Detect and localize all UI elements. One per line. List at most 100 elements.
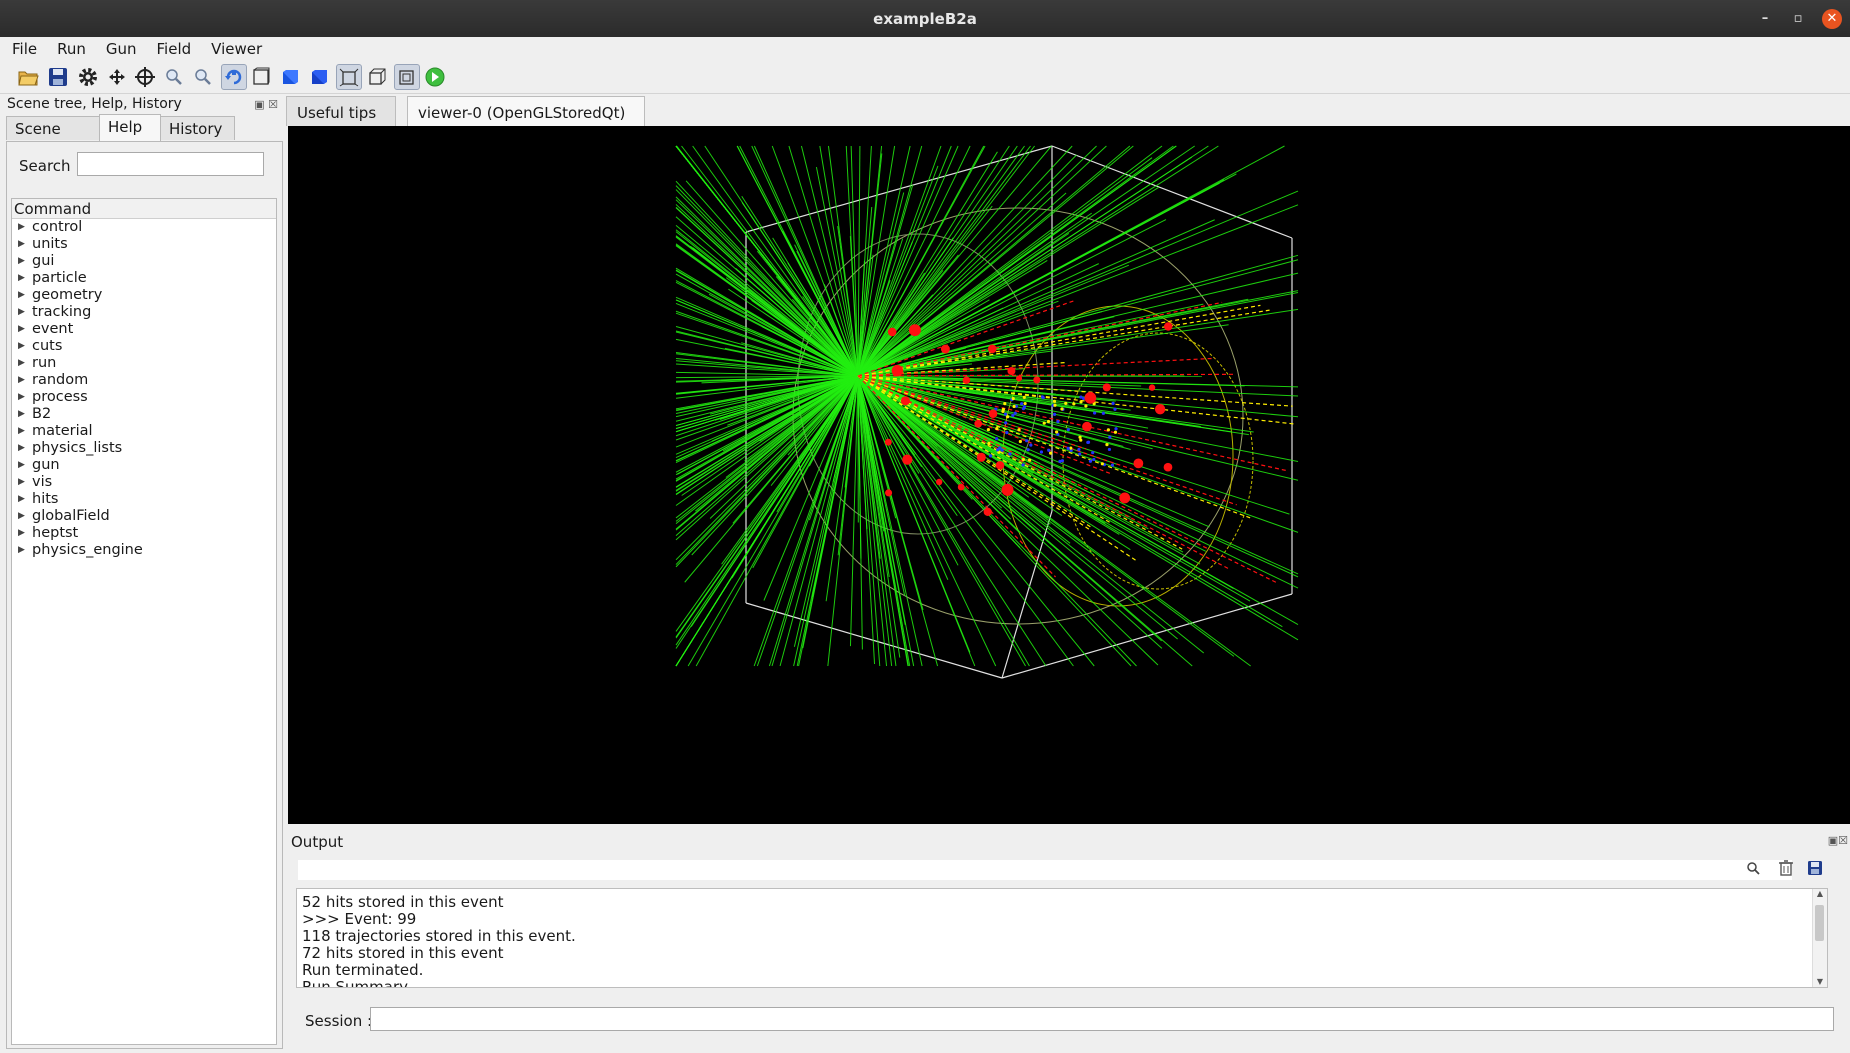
menu-file[interactable]: File — [12, 40, 38, 58]
expand-arrow-icon[interactable]: ▶ — [18, 307, 25, 317]
tab-viewer-0[interactable]: viewer-0 (OpenGLStoredQt)✕ — [407, 96, 645, 142]
cube-view-icon[interactable] — [394, 64, 420, 90]
command-tree-item[interactable]: ▶ random — [12, 372, 276, 389]
zoom-out-icon[interactable] — [190, 64, 216, 90]
expand-arrow-icon[interactable]: ▶ — [18, 511, 25, 521]
dock-float-close-icons[interactable]: ▣ ☒ — [254, 98, 278, 111]
save-icon[interactable] — [1808, 861, 1822, 875]
command-tree-item[interactable]: ▶ event — [12, 321, 276, 338]
green-track — [857, 375, 1149, 429]
green-track — [857, 145, 952, 377]
green-track — [857, 145, 923, 377]
zoom-in-icon[interactable] — [161, 64, 187, 90]
expand-arrow-icon[interactable]: ▶ — [18, 375, 25, 385]
green-track — [845, 145, 859, 377]
expand-arrow-icon[interactable]: ▶ — [18, 324, 25, 334]
hit-dot — [1022, 405, 1027, 409]
opengl-viewer[interactable] — [288, 126, 1850, 824]
command-tree-item[interactable]: ▶ control — [12, 219, 276, 236]
minimize-icon[interactable]: – — [1761, 11, 1769, 26]
perspective-icon[interactable] — [336, 64, 362, 90]
wireframe-icon[interactable] — [248, 64, 274, 90]
command-tree-item[interactable]: ▶ cuts — [12, 338, 276, 355]
search-input[interactable] — [77, 152, 264, 176]
expand-arrow-icon[interactable]: ▶ — [18, 392, 25, 402]
hit-dot — [1092, 402, 1096, 406]
green-track — [857, 375, 881, 559]
green-track — [857, 350, 1053, 377]
session-label: Session : — [305, 1012, 373, 1030]
green-track — [802, 375, 859, 649]
gear-icon[interactable] — [75, 64, 101, 90]
expand-arrow-icon[interactable]: ▶ — [18, 358, 25, 368]
menu-gun[interactable]: Gun — [105, 40, 137, 58]
maximize-icon[interactable]: ▫ — [1793, 11, 1803, 26]
hit-dot — [1086, 440, 1090, 445]
open-folder-icon[interactable] — [15, 64, 41, 90]
ortho-icon[interactable] — [364, 64, 390, 90]
green-track — [675, 330, 859, 377]
command-tree-item[interactable]: ▶ gui — [12, 253, 276, 270]
output-scrollbar[interactable]: ▲ ▼ — [1812, 889, 1827, 987]
command-tree-item[interactable]: ▶ physics_engine — [12, 542, 276, 559]
expand-arrow-icon[interactable]: ▶ — [18, 460, 25, 470]
expand-arrow-icon[interactable]: ▶ — [18, 222, 25, 232]
command-tree-item[interactable]: ▶ gun — [12, 457, 276, 474]
close-icon[interactable]: ✕ — [1822, 9, 1842, 29]
expand-arrow-icon[interactable]: ▶ — [18, 409, 25, 419]
green-track — [687, 375, 859, 667]
menu-viewer[interactable]: Viewer — [211, 40, 263, 58]
tab-scene-tree[interactable]: Scene tree — [6, 116, 100, 156]
green-track — [675, 375, 859, 399]
move-icon[interactable] — [104, 64, 130, 90]
command-tree-item[interactable]: ▶ B2 — [12, 406, 276, 423]
green-track — [692, 145, 859, 377]
expand-arrow-icon[interactable]: ▶ — [18, 290, 25, 300]
menu-run[interactable]: Run — [57, 40, 86, 58]
command-tree-item[interactable]: ▶ heptst — [12, 525, 276, 542]
output-float-close-icons[interactable]: ▣☒ — [1827, 834, 1848, 847]
green-track — [787, 375, 859, 456]
save-icon[interactable] — [45, 64, 71, 90]
command-tree-item[interactable]: ▶ units — [12, 236, 276, 253]
expand-arrow-icon[interactable]: ▶ — [18, 477, 25, 487]
solid-icon[interactable] — [306, 64, 332, 90]
expand-arrow-icon[interactable]: ▶ — [18, 528, 25, 538]
search-icon[interactable] — [1747, 862, 1760, 875]
green-track — [832, 375, 859, 482]
event-display-canvas[interactable] — [288, 126, 1850, 824]
expand-arrow-icon[interactable]: ▶ — [18, 256, 25, 266]
session-input[interactable] — [370, 1007, 1834, 1031]
tab-useful-tips[interactable]: Useful tips✕ — [286, 96, 396, 142]
green-track — [857, 173, 1237, 377]
command-tree-item[interactable]: ▶ process — [12, 389, 276, 406]
tab-help[interactable]: Help — [99, 114, 161, 141]
crosshair-icon[interactable] — [132, 64, 158, 90]
command-tree-item[interactable]: ▶ particle — [12, 270, 276, 287]
command-tree-item[interactable]: ▶ physics_lists — [12, 440, 276, 457]
command-tree-item[interactable]: ▶ globalField — [12, 508, 276, 525]
expand-arrow-icon[interactable]: ▶ — [18, 239, 25, 249]
command-tree-item[interactable]: ▶ tracking — [12, 304, 276, 321]
expand-arrow-icon[interactable]: ▶ — [18, 273, 25, 283]
command-tree-item[interactable]: ▶ vis — [12, 474, 276, 491]
run-beam-icon[interactable] — [422, 64, 448, 90]
command-tree-item[interactable]: ▶ run — [12, 355, 276, 372]
command-tree-item[interactable]: ▶ geometry — [12, 287, 276, 304]
output-filter-input[interactable] — [298, 860, 1792, 880]
command-tree-item[interactable]: ▶ hits — [12, 491, 276, 508]
tab-history[interactable]: History — [160, 116, 235, 140]
expand-arrow-icon[interactable]: ▶ — [18, 426, 25, 436]
output-log[interactable]: 52 hits stored in this event >>> Event: … — [296, 888, 1828, 988]
menu-field[interactable]: Field — [156, 40, 192, 58]
rotate-icon[interactable] — [221, 64, 247, 90]
trash-icon[interactable] — [1779, 860, 1793, 876]
expand-arrow-icon[interactable]: ▶ — [18, 341, 25, 351]
hidden-line-icon[interactable] — [277, 64, 303, 90]
expand-arrow-icon[interactable]: ▶ — [18, 494, 25, 504]
energy-deposit — [988, 409, 998, 419]
energy-deposit — [1154, 404, 1166, 415]
command-tree-item[interactable]: ▶ material — [12, 423, 276, 440]
expand-arrow-icon[interactable]: ▶ — [18, 443, 25, 453]
expand-arrow-icon[interactable]: ▶ — [18, 545, 25, 555]
